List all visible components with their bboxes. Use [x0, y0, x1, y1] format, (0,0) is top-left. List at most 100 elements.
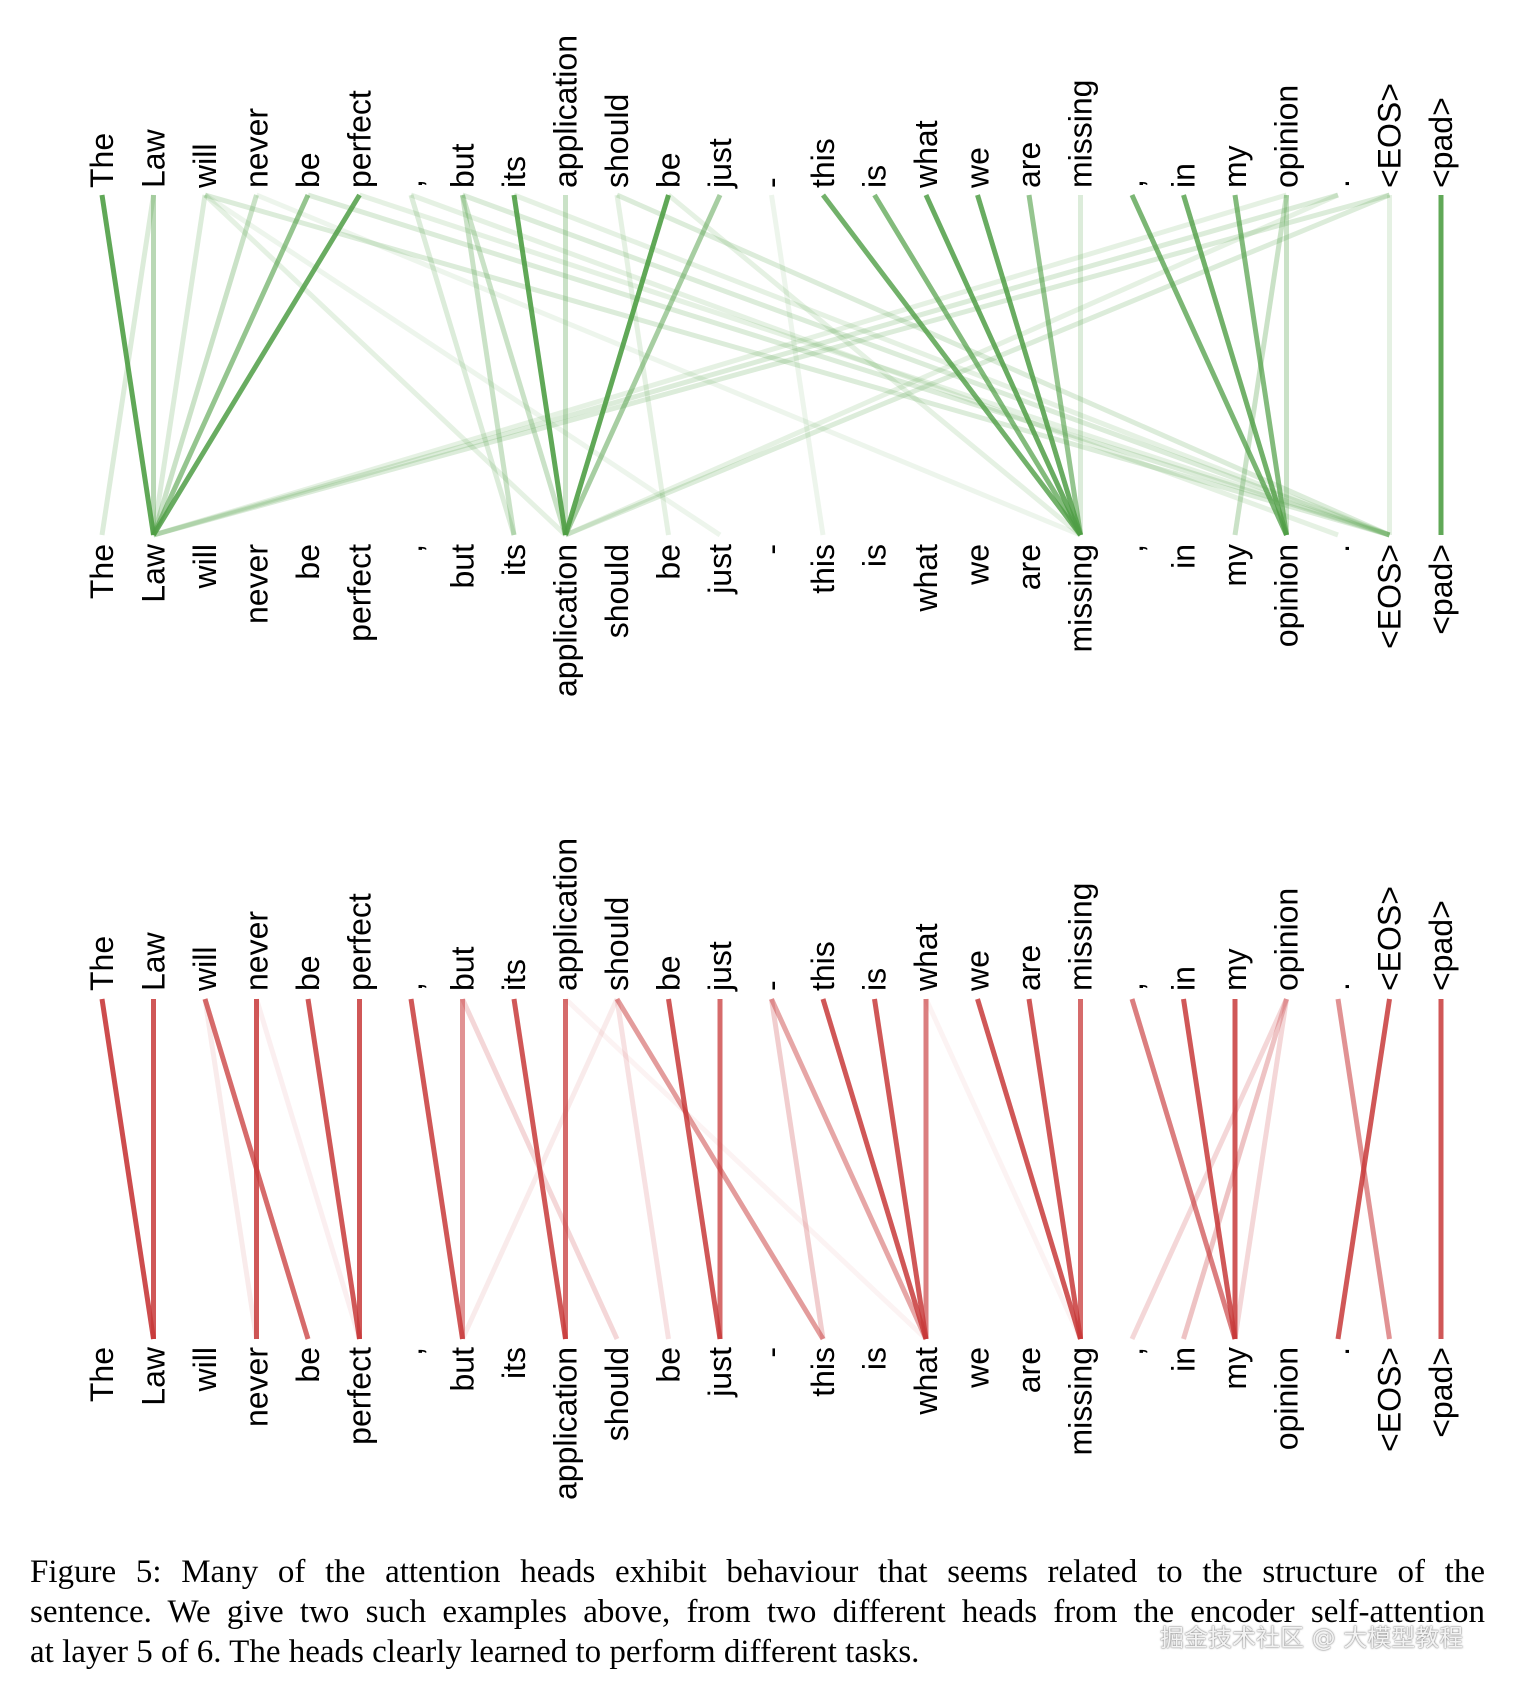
- attention-edge: [923, 193, 1083, 537]
- token-label: are: [1011, 1347, 1047, 1393]
- attention-edge: [151, 194, 208, 536]
- token-label: we: [960, 147, 996, 189]
- attention-head: [99, 997, 1444, 1341]
- token-label: -: [754, 1347, 790, 1358]
- token-label: be: [290, 152, 326, 188]
- attention-edge: [923, 997, 1083, 1341]
- attention-edge: [1181, 998, 1289, 1340]
- attention-edge: [202, 998, 259, 1340]
- token-label: opinion: [1269, 544, 1305, 647]
- token-label: we: [960, 544, 996, 586]
- token-label: Law: [136, 1346, 172, 1406]
- token-label: should: [599, 94, 635, 188]
- token-label: ,: [1114, 544, 1150, 553]
- token-label: this: [805, 1347, 841, 1397]
- token-label: The: [84, 544, 120, 599]
- token-label: Law: [136, 931, 172, 991]
- token-label: <EOS>: [1372, 1347, 1408, 1452]
- attention-edge: [99, 998, 156, 1340]
- token-label: missing: [1063, 883, 1099, 991]
- attention-edge: [152, 192, 1391, 538]
- attention-edge: [872, 998, 929, 1340]
- attention-edge: [151, 194, 259, 536]
- token-label: just: [702, 1347, 738, 1398]
- token-label: -: [754, 980, 790, 991]
- attention-edge: [1026, 998, 1083, 1340]
- attention-edge: [1335, 998, 1392, 1340]
- token-label: are: [1011, 945, 1047, 991]
- attention-edge: [1129, 998, 1238, 1340]
- caption-line: sentence. We give two such examples abov…: [30, 1594, 1485, 1630]
- attention-edge: [460, 194, 517, 536]
- token-label: its: [496, 959, 532, 991]
- token-label: <pad>: [1423, 1347, 1459, 1438]
- token-label: but: [445, 143, 481, 188]
- attention-edge: [614, 194, 671, 536]
- token-label: perfect: [342, 1347, 378, 1445]
- attention-edge: [563, 193, 723, 537]
- attention-edge: [564, 192, 1391, 538]
- token-label: Law: [136, 128, 172, 188]
- attention-edge: [1026, 194, 1083, 536]
- token-label: <EOS>: [1372, 544, 1408, 649]
- attention-edge: [1129, 997, 1289, 1341]
- attention-edge: [769, 998, 826, 1340]
- attention-edge: [254, 998, 362, 1340]
- token-label: in: [1166, 1347, 1202, 1372]
- attention-edge: [307, 192, 1391, 538]
- token-label: never: [239, 108, 275, 188]
- attention-edge: [203, 192, 722, 538]
- token-label: my: [1217, 948, 1253, 991]
- token-label: never: [239, 544, 275, 624]
- token-label: .: [1320, 179, 1356, 188]
- attention-edge: [513, 192, 1391, 538]
- token-label: in: [1166, 163, 1202, 188]
- token-label: .: [1320, 1347, 1356, 1356]
- token-label: application: [548, 544, 584, 697]
- attention-edge: [1129, 193, 1289, 537]
- token-label: will: [187, 144, 223, 189]
- token-label: never: [239, 911, 275, 991]
- token-label: what: [908, 544, 944, 613]
- attention-edge: [872, 193, 1083, 537]
- token-label: be: [290, 1347, 326, 1383]
- token-label: ,: [1114, 179, 1150, 188]
- token-label: this: [805, 941, 841, 991]
- attention-edge: [614, 998, 671, 1340]
- attention-edge: [1232, 194, 1289, 536]
- attention-edge: [511, 998, 568, 1340]
- token-label: opinion: [1269, 888, 1305, 991]
- token-label: my: [1217, 145, 1253, 188]
- attention-edge: [511, 194, 568, 536]
- token-label: will: [187, 544, 223, 589]
- token-label: <pad>: [1423, 544, 1459, 635]
- token-label: ,: [1114, 982, 1150, 991]
- attention-edge: [255, 192, 1082, 538]
- attention-edge: [1232, 998, 1289, 1340]
- token-label: be: [290, 544, 326, 580]
- token-label: application: [548, 1347, 584, 1500]
- token-label: this: [805, 544, 841, 594]
- attention-edge: [666, 193, 1083, 537]
- token-label: application: [548, 35, 584, 188]
- token-label: ,: [393, 544, 429, 553]
- token-label: opinion: [1269, 85, 1305, 188]
- token-label: just: [702, 544, 738, 595]
- token-label: is: [857, 544, 893, 567]
- token-label: this: [805, 138, 841, 188]
- attention-edge: [461, 192, 1391, 538]
- caption-line: at layer 5 of 6. The heads clearly learn…: [30, 1634, 920, 1670]
- attention-edge: [1181, 998, 1238, 1340]
- attention-edge: [410, 192, 1339, 538]
- token-label: be: [651, 152, 687, 188]
- token-label: should: [599, 897, 635, 991]
- attention-edge: [203, 193, 568, 537]
- caption-line: Figure 5: Many of the attention heads ex…: [30, 1554, 1485, 1590]
- token-label: <EOS>: [1372, 886, 1408, 991]
- token-label: my: [1217, 1347, 1253, 1390]
- attention-edge: [1181, 194, 1289, 536]
- token-label: are: [1011, 142, 1047, 188]
- token-label: perfect: [342, 893, 378, 991]
- attention-edge: [564, 192, 1340, 538]
- attention-edge: [151, 193, 362, 537]
